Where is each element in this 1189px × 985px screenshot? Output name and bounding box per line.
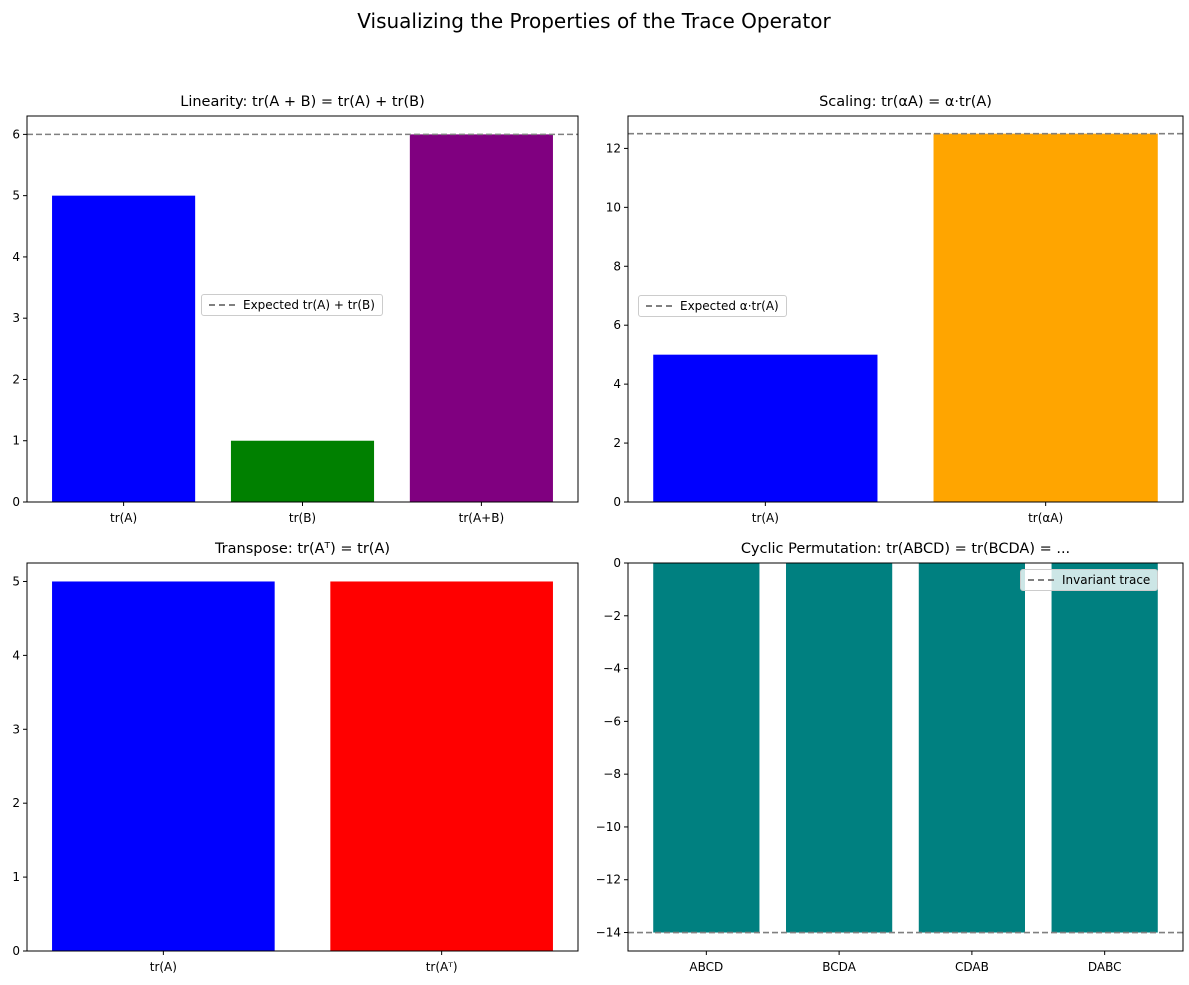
chart-panel-3: Transpose: tr(Aᵀ) = tr(A) 0 1 2 3 4 5 tr(A) tr(A…	[12, 541, 579, 974]
y-tick-label: −12	[596, 873, 621, 887]
y-tick-label: 0	[613, 556, 621, 570]
legend-dashed-line-swatch	[1028, 579, 1054, 581]
y-tick-label: 10	[606, 200, 621, 214]
bar-CDAB	[918, 563, 1025, 933]
bar-tr(A)	[52, 581, 275, 951]
x-tick-label: DABC	[1088, 960, 1122, 974]
y-tick-label: −2	[603, 609, 621, 623]
legend: Expected tr(A) + tr(B)	[201, 294, 383, 316]
x-tick-label: tr(A)	[150, 960, 177, 974]
x-tick-label: tr(A)	[110, 511, 137, 525]
legend-label: Expected tr(A) + tr(B)	[243, 298, 375, 312]
axes-frame	[627, 115, 1184, 503]
y-tick-label: 2	[613, 436, 621, 450]
x-tick-label: BCDA	[822, 960, 856, 974]
bar-DABC	[1051, 563, 1158, 933]
y-tick-label: 1	[12, 434, 20, 448]
x-tick-label: CDAB	[955, 960, 989, 974]
legend: Expected α·tr(A)	[638, 295, 787, 317]
bar-tr(B)	[230, 440, 375, 502]
y-tick-label: 5	[12, 574, 20, 588]
chart-title: Cyclic Permutation: tr(ABCD) = tr(BCDA) …	[741, 541, 1070, 557]
x-tick-label: tr(Aᵀ)	[426, 960, 458, 974]
bar-ABCD	[653, 563, 760, 933]
y-tick-label: 6	[613, 318, 621, 332]
y-tick-label: 1	[12, 870, 20, 884]
y-tick-label: 6	[12, 127, 20, 141]
y-tick-label: 12	[606, 141, 621, 155]
y-tick-label: 0	[12, 495, 20, 509]
y-tick-label: −14	[596, 926, 621, 940]
legend: Invariant trace	[1020, 569, 1159, 591]
x-tick-label: tr(B)	[289, 511, 316, 525]
y-tick-label: −10	[596, 820, 621, 834]
axes-frame	[26, 562, 579, 952]
y-tick-label: 8	[613, 259, 621, 273]
legend-dashed-line-swatch	[646, 305, 672, 307]
chart-panel-1: Linearity: tr(A + B) = tr(A) + tr(B) 0 1 2 3…	[12, 94, 579, 525]
y-tick-label: 4	[613, 377, 621, 391]
bar-tr(αA)	[933, 133, 1158, 502]
y-tick-label: 0	[613, 495, 621, 509]
chart-title: Linearity: tr(A + B) = tr(A) + tr(B)	[180, 94, 425, 110]
y-tick-label: 3	[12, 311, 20, 325]
y-tick-label: 2	[12, 372, 20, 386]
axes-frame	[627, 562, 1184, 952]
y-tick-label: 2	[12, 796, 20, 810]
x-tick-label: ABCD	[689, 960, 723, 974]
legend-label: Expected α·tr(A)	[680, 299, 779, 313]
y-tick-label: −4	[603, 662, 621, 676]
x-tick-label: tr(A+B)	[459, 511, 505, 525]
chart-panel-2: Scaling: tr(αA) = α·tr(A) 0 2 4 6 8 10 12 tr(A) t…	[606, 94, 1184, 525]
y-tick-label: 0	[12, 944, 20, 958]
bar-tr(A)	[52, 195, 196, 502]
y-tick-label: 3	[12, 722, 20, 736]
y-tick-label: 4	[12, 250, 20, 264]
y-tick-label: 4	[12, 648, 20, 662]
y-tick-label: −8	[603, 767, 621, 781]
legend-label: Invariant trace	[1062, 573, 1151, 587]
figure-title: Visualizing the Properties of the Trace …	[357, 9, 831, 33]
y-tick-label: 5	[12, 189, 20, 203]
chart-panel-4: Cyclic Permutation: tr(ABCD) = tr(BCDA) …	[596, 541, 1184, 974]
bar-BCDA	[786, 563, 893, 933]
bar-tr(A)	[653, 354, 878, 502]
chart-title: Scaling: tr(αA) = α·tr(A)	[819, 94, 992, 110]
y-tick-label: −6	[603, 714, 621, 728]
x-tick-label: tr(A)	[752, 511, 779, 525]
bar-tr(Aᵀ)	[330, 581, 553, 951]
bar-tr(A+B)	[409, 134, 553, 502]
chart-title: Transpose: tr(Aᵀ) = tr(A)	[214, 541, 390, 557]
legend-dashed-line-swatch	[209, 304, 235, 306]
x-tick-label: tr(αA)	[1028, 511, 1063, 525]
